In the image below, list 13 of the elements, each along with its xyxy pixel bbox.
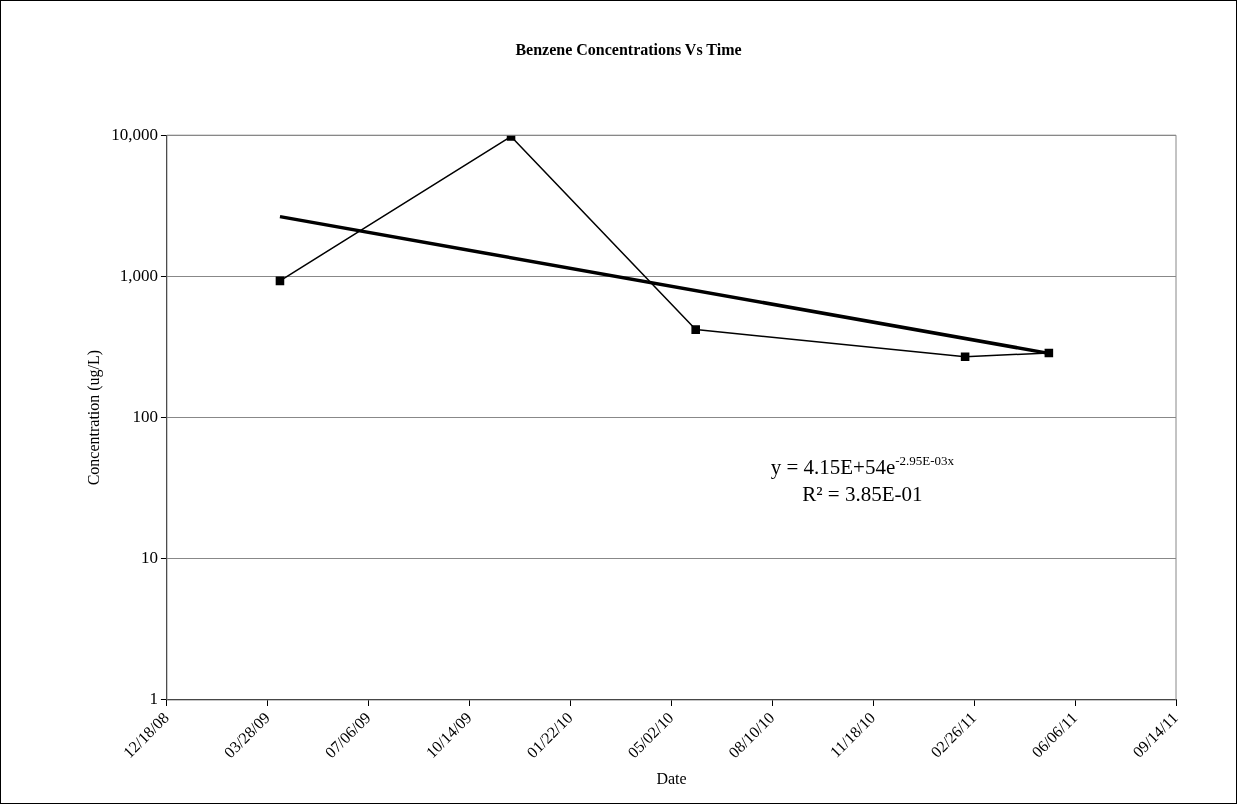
- y-tick-label: 10,000: [111, 124, 158, 144]
- x-axis-title: Date: [656, 769, 687, 787]
- y-tick-label: 1,000: [119, 265, 158, 285]
- y-tick-label: 100: [132, 407, 158, 427]
- point: [275, 276, 285, 286]
- y-tick-label: 1: [149, 689, 158, 709]
- annotation: R² = 3.85E-01: [802, 482, 923, 507]
- y-axis-title: Concentration (ug/L): [84, 349, 103, 486]
- y-tick-label: 10: [140, 548, 158, 568]
- chart-title: Benzene Concentrations Vs Time: [515, 40, 742, 58]
- point: [1044, 348, 1054, 358]
- point: [691, 325, 700, 334]
- point: [960, 352, 970, 361]
